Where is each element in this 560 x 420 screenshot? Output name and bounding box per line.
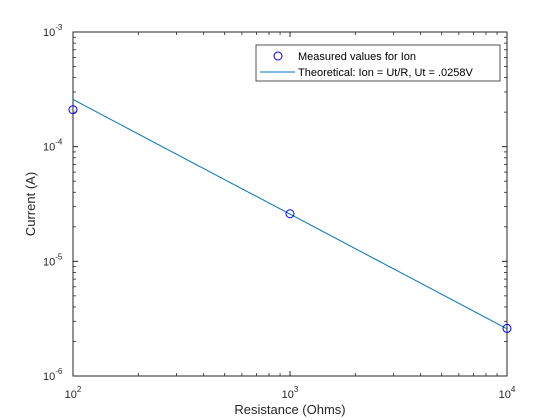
tick-base: 10 [282, 389, 294, 401]
tick-exponent: 2 [77, 385, 82, 394]
tick-base: 10 [43, 142, 55, 154]
legend-label-theoretical: Theoretical: Ion = Ut/R, Ut = .0258V [298, 67, 474, 79]
x-tick-label: 103 [282, 385, 299, 401]
y-tick-label: 10-3 [43, 23, 63, 39]
legend-box [255, 44, 501, 82]
legend: Measured values for Ion Theoretical: Ion… [255, 44, 501, 82]
x-axis-label: Resistance (Ohms) [234, 402, 345, 417]
tick-base: 10 [43, 256, 55, 268]
tick-exponent: -5 [55, 252, 63, 261]
legend-marker-measured [273, 51, 283, 61]
y-tick-label: 10-5 [43, 252, 63, 268]
x-tick-label: 102 [65, 385, 82, 401]
x-tick-label: 104 [499, 385, 516, 401]
y-tick-label: 10-6 [43, 367, 63, 383]
tick-exponent: 4 [511, 385, 516, 394]
plot-area [72, 31, 508, 377]
legend-label-measured: Measured values for Ion [298, 51, 416, 63]
tick-base: 10 [43, 27, 55, 39]
tick-base: 10 [499, 389, 511, 401]
tick-exponent: -4 [55, 138, 63, 147]
tick-exponent: -6 [55, 367, 63, 376]
tick-exponent: -3 [55, 23, 63, 32]
theoretical-line [72, 99, 508, 330]
plot-series [68, 99, 512, 333]
measured-point [285, 209, 295, 219]
tick-exponent: 3 [294, 385, 299, 394]
y-axis-label: Current (A) [23, 172, 38, 236]
tick-base: 10 [43, 371, 55, 383]
y-tick-label: 10-4 [43, 138, 63, 154]
measured-point [502, 323, 512, 333]
measured-point [68, 105, 78, 115]
tick-base: 10 [65, 389, 77, 401]
